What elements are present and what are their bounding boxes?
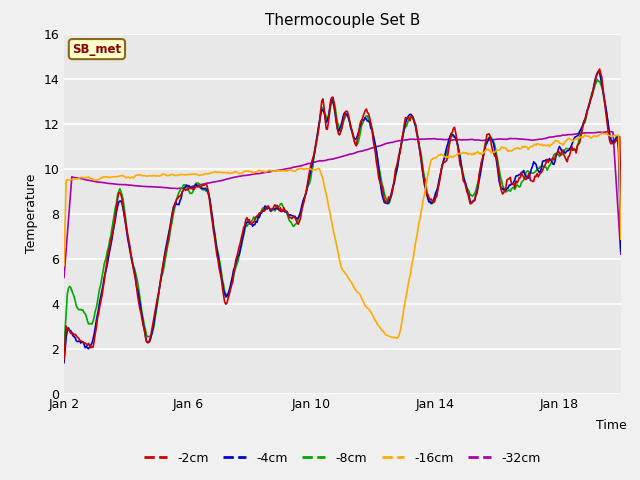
X-axis label: Time: Time [596, 419, 627, 432]
Title: Thermocouple Set B: Thermocouple Set B [265, 13, 420, 28]
Text: SB_met: SB_met [72, 43, 122, 56]
Y-axis label: Temperature: Temperature [25, 174, 38, 253]
Legend: -2cm, -4cm, -8cm, -16cm, -32cm: -2cm, -4cm, -8cm, -16cm, -32cm [140, 447, 545, 469]
